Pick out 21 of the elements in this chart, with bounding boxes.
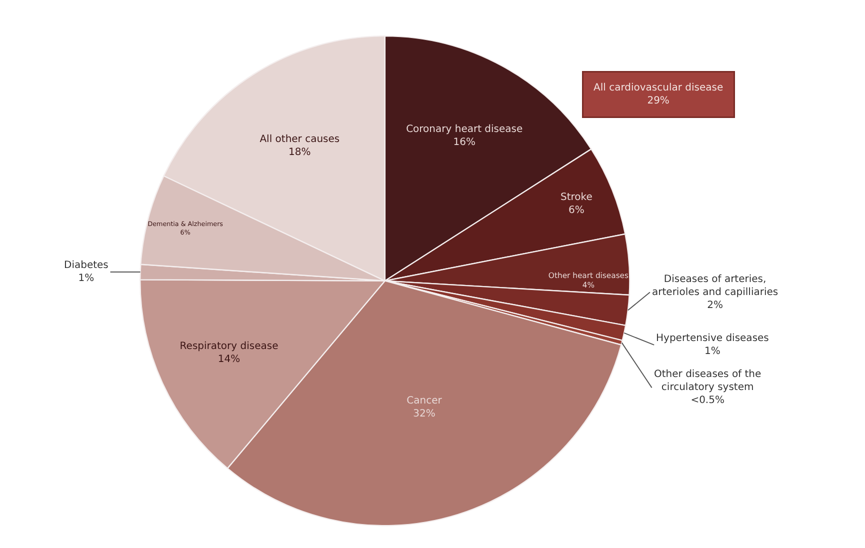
data-label: 16% xyxy=(453,136,476,148)
slice-label: Other diseases of the circulatory system xyxy=(654,369,762,393)
slice-label: Diseases of arteries, arterioles and capilliaries xyxy=(652,274,778,298)
data-label: <0.5% xyxy=(690,395,724,406)
slice-label: Cancer xyxy=(406,396,443,407)
text: All cardiovascular disease 29% xyxy=(594,82,724,106)
data-label: 14% xyxy=(218,354,240,366)
data-label: 6% xyxy=(568,205,584,216)
slice-label: Coronary heart disease xyxy=(406,124,523,135)
slice-label: Other heart diseases xyxy=(548,270,629,280)
slice-label: Stroke xyxy=(560,192,592,204)
data-label: 1% xyxy=(704,346,720,357)
data-label: 4% xyxy=(582,280,595,290)
data-label: 1% xyxy=(78,273,94,284)
slice-label: Diabetes xyxy=(64,260,108,271)
data-label: 2% xyxy=(707,300,723,311)
slice-label: All other causes xyxy=(260,134,340,146)
slice-label: Respiratory disease xyxy=(180,341,278,352)
slice-label: Hypertensive diseases xyxy=(656,333,769,344)
data-label: 32% xyxy=(413,408,436,420)
data-label: 18% xyxy=(288,147,311,158)
